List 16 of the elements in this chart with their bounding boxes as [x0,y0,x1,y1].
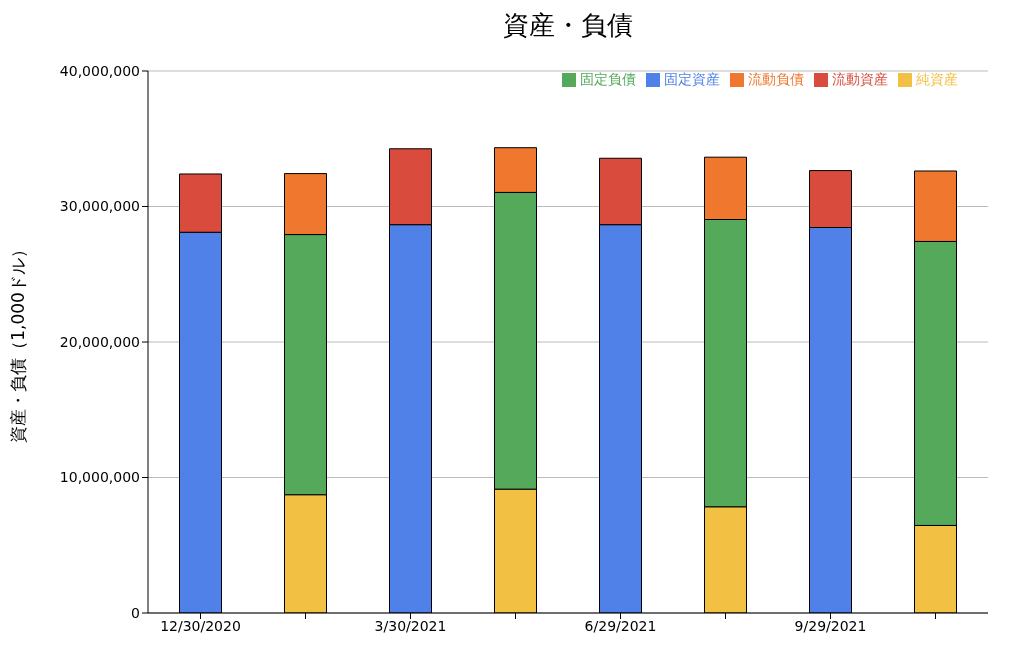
y-tick-label: 40,000,000 [59,62,140,79]
y-tick-label: 0 [131,604,140,621]
y-tick-label: 30,000,000 [59,198,140,215]
legend-label: 固定負債 [580,71,636,87]
legend-label: 流動資産 [832,71,888,87]
chart-title: 資産・負債 [502,9,634,42]
y-axis-title: 資産・負債（1,000ドル） [8,241,29,443]
x-tick-label: 6/29/2021 [584,617,657,634]
legend-label: 流動負債 [748,71,804,87]
y-tick-label: 10,000,000 [59,469,140,486]
x-tick-label: 3/30/2021 [374,617,447,634]
x-tick-label: 9/29/2021 [794,617,867,634]
legend-label: 純資産 [916,71,958,87]
x-tick-label: 12/30/2020 [160,617,241,634]
y-tick-label: 20,000,000 [59,333,140,350]
legend-label: 固定資産 [664,71,720,87]
